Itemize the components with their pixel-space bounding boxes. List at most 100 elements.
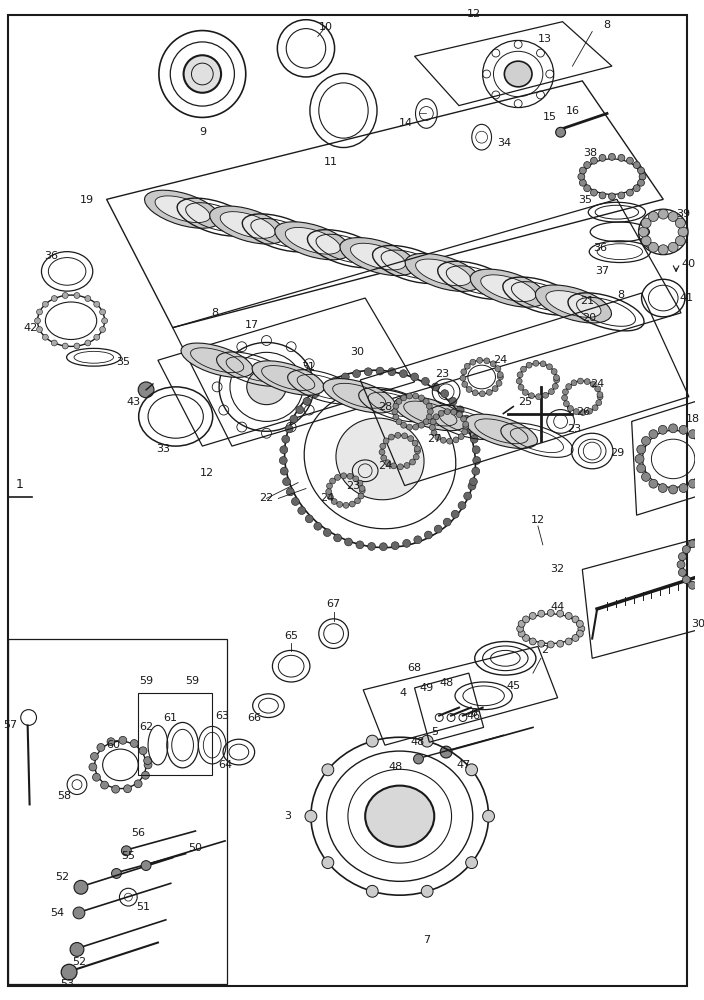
Ellipse shape bbox=[504, 61, 532, 87]
Circle shape bbox=[279, 457, 287, 464]
Text: 7: 7 bbox=[423, 935, 430, 945]
Text: 64: 64 bbox=[218, 760, 232, 770]
Text: 61: 61 bbox=[163, 713, 177, 723]
Circle shape bbox=[554, 377, 560, 383]
Ellipse shape bbox=[546, 291, 601, 317]
Circle shape bbox=[466, 387, 472, 392]
Circle shape bbox=[472, 446, 480, 454]
Text: 62: 62 bbox=[139, 722, 153, 732]
Circle shape bbox=[366, 885, 378, 897]
Circle shape bbox=[520, 366, 527, 372]
Circle shape bbox=[460, 375, 466, 381]
Circle shape bbox=[462, 429, 467, 435]
Circle shape bbox=[85, 340, 91, 346]
Circle shape bbox=[555, 127, 565, 137]
Circle shape bbox=[533, 360, 539, 366]
Circle shape bbox=[518, 620, 525, 627]
Circle shape bbox=[599, 192, 606, 199]
Text: 60: 60 bbox=[106, 740, 120, 750]
Circle shape bbox=[679, 484, 688, 492]
Text: 36: 36 bbox=[593, 243, 607, 253]
Circle shape bbox=[413, 393, 419, 399]
Circle shape bbox=[423, 419, 429, 425]
Ellipse shape bbox=[323, 379, 396, 413]
Text: 29: 29 bbox=[610, 448, 624, 458]
Circle shape bbox=[107, 738, 115, 746]
Circle shape bbox=[441, 390, 448, 398]
Circle shape bbox=[353, 370, 360, 378]
Text: 24: 24 bbox=[320, 493, 335, 503]
Text: 23: 23 bbox=[567, 424, 582, 434]
Circle shape bbox=[668, 212, 678, 221]
Circle shape bbox=[547, 609, 554, 616]
Circle shape bbox=[415, 448, 420, 454]
Text: 21: 21 bbox=[580, 296, 594, 306]
Circle shape bbox=[134, 780, 142, 788]
Circle shape bbox=[578, 173, 585, 180]
Circle shape bbox=[314, 522, 322, 530]
Text: 47: 47 bbox=[457, 760, 471, 770]
Circle shape bbox=[364, 368, 372, 376]
Text: 35: 35 bbox=[578, 195, 592, 205]
Circle shape bbox=[633, 162, 640, 168]
Text: 65: 65 bbox=[284, 631, 298, 641]
Circle shape bbox=[349, 501, 356, 507]
Circle shape bbox=[462, 381, 467, 387]
Circle shape bbox=[296, 406, 303, 414]
Circle shape bbox=[385, 460, 391, 466]
Text: 2: 2 bbox=[541, 645, 548, 655]
Circle shape bbox=[423, 398, 429, 404]
Circle shape bbox=[111, 869, 121, 878]
Circle shape bbox=[331, 377, 339, 385]
Circle shape bbox=[486, 389, 492, 395]
Circle shape bbox=[538, 640, 545, 647]
Circle shape bbox=[689, 479, 697, 488]
Text: 9: 9 bbox=[199, 127, 206, 137]
Circle shape bbox=[37, 309, 42, 315]
Circle shape bbox=[526, 362, 532, 368]
Circle shape bbox=[356, 541, 364, 549]
Circle shape bbox=[484, 358, 490, 364]
Circle shape bbox=[461, 369, 467, 375]
Circle shape bbox=[497, 372, 503, 378]
Circle shape bbox=[422, 377, 429, 385]
Circle shape bbox=[562, 389, 568, 395]
Text: 43: 43 bbox=[126, 397, 140, 407]
Circle shape bbox=[280, 446, 288, 454]
Circle shape bbox=[668, 242, 678, 252]
Circle shape bbox=[641, 437, 650, 445]
Circle shape bbox=[298, 507, 306, 515]
Text: 38: 38 bbox=[583, 148, 597, 158]
Circle shape bbox=[433, 414, 439, 420]
Circle shape bbox=[700, 464, 704, 473]
Circle shape bbox=[595, 386, 601, 392]
Circle shape bbox=[577, 630, 584, 637]
Circle shape bbox=[439, 410, 444, 416]
Text: 23: 23 bbox=[435, 369, 449, 379]
Circle shape bbox=[381, 455, 386, 461]
Circle shape bbox=[51, 296, 57, 301]
Ellipse shape bbox=[336, 418, 424, 500]
Circle shape bbox=[465, 363, 470, 369]
Circle shape bbox=[402, 433, 408, 439]
Circle shape bbox=[341, 373, 349, 381]
Circle shape bbox=[334, 474, 341, 480]
Text: 68: 68 bbox=[408, 663, 422, 673]
Circle shape bbox=[689, 581, 696, 589]
Circle shape bbox=[406, 424, 413, 430]
Circle shape bbox=[547, 641, 554, 648]
Circle shape bbox=[517, 625, 524, 632]
Circle shape bbox=[641, 472, 650, 481]
Circle shape bbox=[538, 610, 545, 617]
Circle shape bbox=[703, 454, 704, 463]
Circle shape bbox=[359, 485, 365, 491]
Text: 11: 11 bbox=[324, 157, 338, 167]
Circle shape bbox=[597, 394, 603, 400]
Circle shape bbox=[696, 536, 704, 544]
Circle shape bbox=[553, 383, 558, 389]
Circle shape bbox=[444, 409, 451, 415]
Circle shape bbox=[458, 434, 464, 440]
Circle shape bbox=[303, 397, 311, 405]
Text: 1: 1 bbox=[15, 478, 24, 491]
Circle shape bbox=[648, 212, 658, 221]
